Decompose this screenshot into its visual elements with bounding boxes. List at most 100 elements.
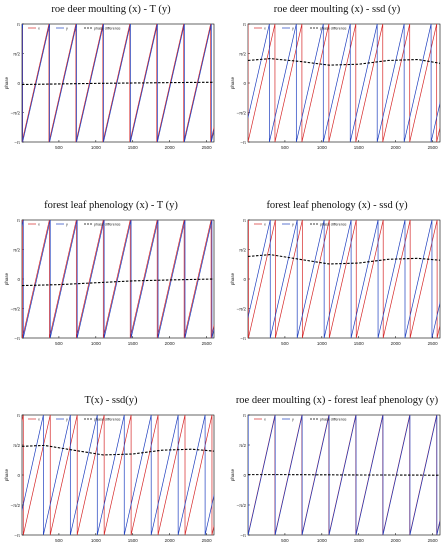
legend-label: y: [292, 27, 294, 31]
legend-label: phase difference: [94, 27, 121, 31]
x-tick-label: 1500: [128, 145, 139, 150]
panel-2: roe deer moulting (x) - ssd (y) π π/2 0 −π/…: [228, 4, 446, 154]
series-phase-difference-line: [248, 254, 440, 265]
legend-label: phase difference: [94, 223, 121, 227]
x-tick-label: 2000: [391, 145, 402, 150]
panel-6: roe deer moulting (x) - forest leaf phen…: [228, 395, 446, 547]
legend-label: x: [264, 27, 266, 31]
y-tick-label: 0: [243, 81, 246, 86]
x-tick-label: 1000: [91, 145, 102, 150]
x-tick-label: 500: [281, 341, 289, 346]
y-axis-label: phase: [4, 76, 9, 89]
legend-label: x: [264, 223, 266, 227]
series-phase-difference-line: [248, 58, 440, 66]
y-tick-label: −π/2: [11, 110, 21, 115]
y-tick-label: 0: [17, 277, 20, 282]
x-tick-label: 500: [55, 538, 63, 543]
plot-frame: [247, 23, 441, 143]
y-tick-label: −π/2: [11, 503, 21, 508]
y-tick-label: π/2: [13, 248, 20, 253]
chart-title: roe deer moulting (x) - ssd (y): [273, 4, 401, 15]
legend-label: phase difference: [94, 418, 121, 422]
plot-frame: [21, 414, 215, 536]
x-tick-label: 1500: [354, 145, 365, 150]
chart-plot: π π/2 0 −π/2 −π 500 1000 1500 2000 2500 phase x y pha…: [230, 22, 441, 150]
y-tick-label: −π: [240, 533, 246, 538]
y-tick-label: π/2: [239, 443, 246, 448]
y-axis-label: phase: [4, 468, 9, 481]
x-tick-label: 2000: [165, 538, 176, 543]
x-tick-label: 2500: [202, 145, 213, 150]
legend-label: y: [66, 223, 68, 227]
y-tick-label: −π: [14, 533, 20, 538]
x-tick-label: 2500: [428, 145, 439, 150]
chart-title: forest leaf phenology (x) - T (y): [44, 200, 178, 211]
y-tick-label: −π: [14, 336, 20, 341]
y-tick-label: 0: [243, 277, 246, 282]
y-tick-label: −π/2: [237, 110, 247, 115]
x-tick-label: 2500: [202, 538, 213, 543]
x-tick-label: 2000: [391, 538, 402, 543]
chart-plot: π π/2 0 −π/2 −π 500 1000 1500 2000 2500 phase x y pha…: [230, 218, 441, 346]
x-tick-label: 1000: [317, 145, 328, 150]
x-tick-label: 2000: [165, 341, 176, 346]
y-tick-label: π: [243, 22, 246, 27]
y-tick-label: −π/2: [237, 306, 247, 311]
x-tick-label: 2500: [428, 341, 439, 346]
y-tick-label: π/2: [13, 52, 20, 57]
x-tick-label: 1000: [317, 538, 328, 543]
series-phase-difference-line: [22, 444, 214, 456]
y-tick-label: −π: [240, 336, 246, 341]
y-tick-label: π/2: [239, 52, 246, 57]
y-tick-label: 0: [243, 473, 246, 478]
chart-title: roe deer moulting (x) - T (y): [51, 4, 171, 15]
legend-label: phase difference: [320, 418, 347, 422]
y-tick-label: −π: [14, 140, 20, 145]
y-tick-label: π: [243, 413, 246, 418]
plot-frame: [247, 219, 441, 339]
x-tick-label: 500: [55, 341, 63, 346]
x-tick-label: 1000: [91, 341, 102, 346]
y-tick-label: π/2: [13, 443, 20, 448]
x-tick-label: 500: [55, 145, 63, 150]
chart-title: T(x) - ssd(y): [84, 395, 138, 406]
y-axis-label: phase: [4, 272, 9, 285]
legend-label: x: [38, 418, 40, 422]
legend-label: x: [38, 27, 40, 31]
y-tick-label: −π/2: [11, 306, 21, 311]
legend-label: y: [292, 223, 294, 227]
x-tick-label: 2500: [202, 341, 213, 346]
y-tick-label: −π: [240, 140, 246, 145]
legend-label: x: [264, 418, 266, 422]
y-axis-label: phase: [230, 468, 235, 481]
legend-label: y: [66, 27, 68, 31]
y-tick-label: π: [243, 218, 246, 223]
y-tick-label: 0: [17, 473, 20, 478]
chart-title: roe deer moulting (x) - forest leaf phen…: [235, 395, 439, 406]
y-tick-label: 0: [17, 81, 20, 86]
y-axis-label: phase: [230, 272, 235, 285]
legend-label: phase difference: [320, 27, 347, 31]
y-tick-label: π: [17, 218, 20, 223]
x-tick-label: 500: [281, 145, 289, 150]
y-tick-label: −π/2: [237, 503, 247, 508]
y-tick-label: π/2: [239, 248, 246, 253]
legend-label: phase difference: [320, 223, 347, 227]
x-tick-label: 1500: [354, 341, 365, 346]
x-tick-label: 500: [281, 538, 289, 543]
legend-label: x: [38, 223, 40, 227]
x-tick-label: 1000: [317, 341, 328, 346]
chart-plot: π π/2 0 −π/2 −π 500 1000 1500 2000 2500 phase x y pha…: [230, 413, 441, 543]
x-tick-label: 2000: [165, 145, 176, 150]
x-tick-label: 1500: [354, 538, 365, 543]
y-axis-label: phase: [230, 76, 235, 89]
x-tick-label: 1500: [128, 538, 139, 543]
y-tick-label: π: [17, 22, 20, 27]
panel-5: T(x) - ssd(y) π π/2 0 −π/2 −π 500 1000 1500 2000…: [2, 395, 220, 547]
x-tick-label: 1500: [128, 341, 139, 346]
chart-plot: π π/2 0 −π/2 −π 500 1000 1500 2000 2500 phase x y pha…: [4, 218, 215, 346]
legend-label: y: [292, 418, 294, 422]
chart-plot: π π/2 0 −π/2 −π 500 1000 1500 2000 2500 phase x y pha…: [4, 22, 215, 150]
panel-4: forest leaf phenology (x) - ssd (y) π π/2…: [228, 200, 446, 350]
chart-title: forest leaf phenology (x) - ssd (y): [266, 200, 408, 211]
